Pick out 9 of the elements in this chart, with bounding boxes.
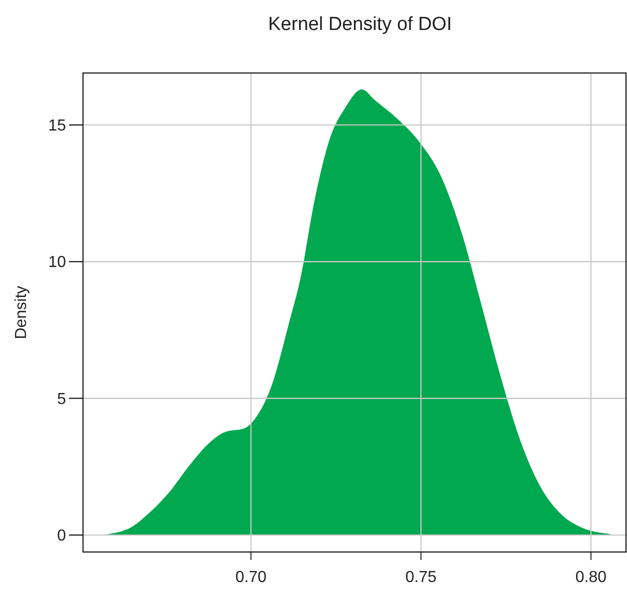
y-tick-label: 0 (57, 528, 66, 545)
y-axis-title: Density (13, 286, 30, 340)
x-tick-label: 0.70 (235, 569, 267, 586)
y-tick-label: 15 (48, 118, 66, 135)
y-tick-label: 5 (57, 390, 66, 408)
x-tick-label: 0.80 (575, 569, 607, 586)
x-tick-label: 0.75 (405, 569, 437, 586)
chart-title: Kernel Density of DOI (268, 14, 452, 35)
y-tick-label: 10 (48, 254, 66, 272)
